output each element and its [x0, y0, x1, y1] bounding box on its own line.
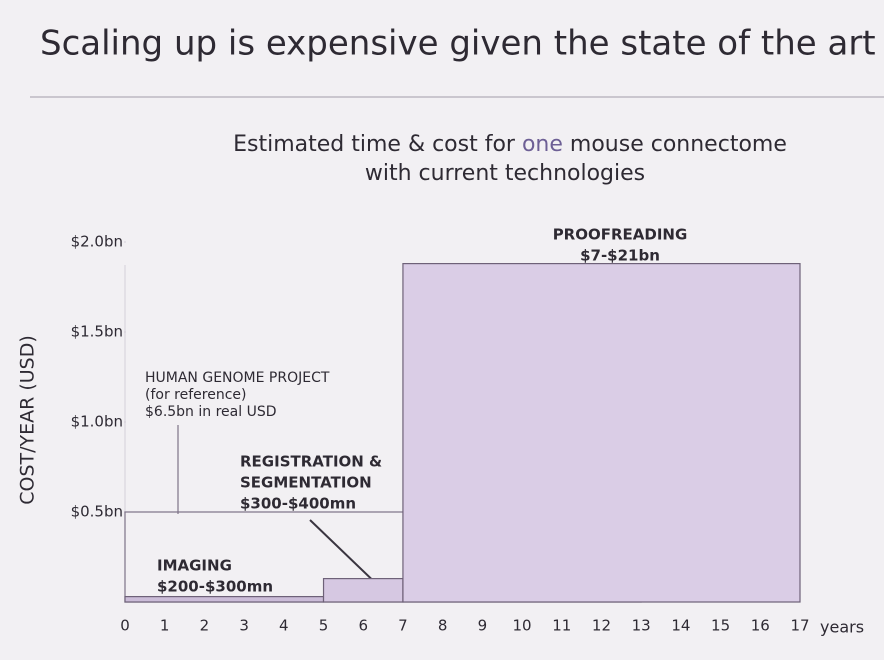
x-tick-label: 16 [751, 617, 770, 635]
block-label: SEGMENTATION [240, 474, 372, 492]
x-tick-label: 15 [711, 617, 730, 635]
x-tick-label: 12 [592, 617, 611, 635]
subtitle-part: mouse connectome [563, 132, 787, 157]
x-tick-label: 0 [120, 617, 130, 635]
block-label: IMAGING [157, 557, 232, 575]
y-tick-label: $1.0bn [71, 413, 123, 431]
x-tick-label: 10 [513, 617, 532, 635]
block-label: REGISTRATION & [240, 453, 382, 471]
x-tick-label: 6 [358, 617, 368, 635]
block-label: $7-$21bn [580, 247, 660, 265]
x-tick-label: 17 [790, 617, 809, 635]
block [402, 263, 801, 603]
x-tick-label: 1 [160, 617, 170, 635]
slide-title: Scaling up is expensive given the state … [40, 24, 876, 64]
block-label: $300-$400mn [240, 495, 356, 513]
x-tick-label: 5 [319, 617, 329, 635]
block-label: PROOFREADING [553, 226, 688, 244]
x-tick-label: 8 [438, 617, 448, 635]
x-axis-label: years [820, 618, 864, 637]
block [322, 577, 404, 603]
x-tick-label: 2 [200, 617, 210, 635]
block-label: $200-$300mn [157, 578, 273, 596]
block [124, 595, 325, 603]
block-label: $6.5bn in real USD [145, 404, 277, 420]
y-tick-label: $2.0bn [71, 233, 123, 251]
y-tick-label: $1.5bn [71, 323, 123, 341]
chart-subtitle: with current technologies [365, 161, 645, 186]
x-tick-label: 4 [279, 617, 289, 635]
x-tick-label: 7 [398, 617, 408, 635]
x-tick-label: 9 [478, 617, 488, 635]
block-label: (for reference) [145, 387, 246, 403]
y-tick-label: $0.5bn [71, 503, 123, 521]
x-tick-label: 11 [552, 617, 571, 635]
x-tick-label: 3 [239, 617, 249, 635]
block-label: HUMAN GENOME PROJECT [145, 370, 330, 386]
x-tick-label: 13 [632, 617, 651, 635]
x-tick-label: 14 [671, 617, 690, 635]
y-axis-label: COST/YEAR (USD) [17, 335, 39, 505]
chart-subtitle: Estimated time & cost for one mouse conn… [233, 132, 787, 157]
subtitle-part: Estimated time & cost for [233, 132, 522, 157]
subtitle-emphasis: one [522, 132, 563, 157]
